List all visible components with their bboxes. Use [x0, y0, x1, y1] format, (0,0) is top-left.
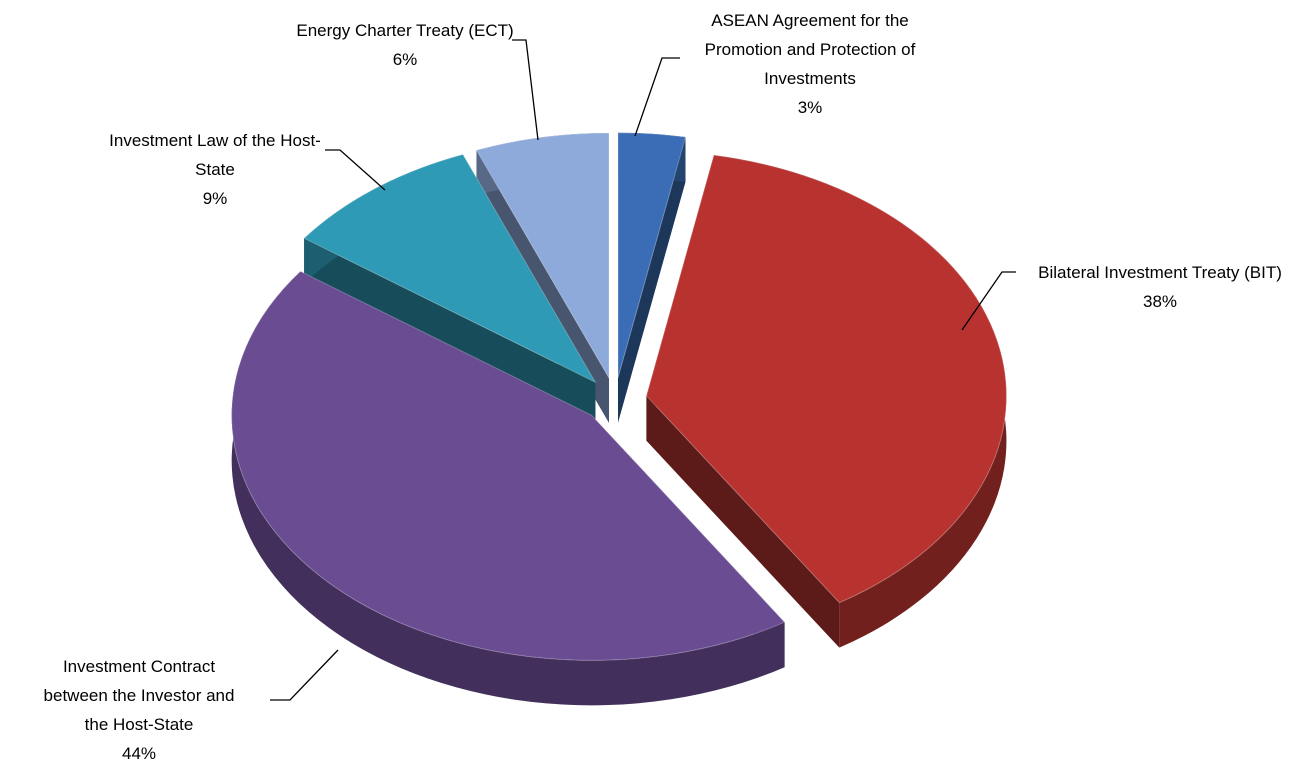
slice-side [646, 395, 840, 648]
leader-line [961, 271, 1016, 331]
slice [475, 132, 610, 380]
slice-side [304, 238, 596, 428]
category-label: Bilateral Investment Treaty (BIT) [1038, 263, 1282, 282]
slice [617, 132, 687, 378]
slice-label: Bilateral Investment Treaty (BIT) 38% [1020, 258, 1300, 316]
value-label: 6% [392, 50, 418, 69]
value-label: 3% [797, 98, 823, 117]
slices [231, 132, 1007, 706]
leader-line [270, 649, 339, 701]
leader-line [325, 149, 386, 191]
slice [231, 270, 786, 661]
value-label: 38% [1142, 292, 1178, 311]
category-label: ASEAN Agreement for the Promotion and Pr… [704, 11, 916, 88]
slice [645, 154, 1007, 604]
category-label: Investment Contract between the Investor… [43, 657, 235, 734]
slice-label: Energy Charter Treaty (ECT) 6% [290, 16, 520, 74]
slice-label: Investment Contract between the Investor… [30, 652, 248, 768]
category-label: Investment Law of the Host-State [109, 131, 321, 179]
slice-label: ASEAN Agreement for the Promotion and Pr… [685, 6, 935, 122]
value-label: 9% [202, 189, 228, 208]
leader-line [634, 57, 680, 137]
slice [303, 153, 597, 384]
category-label: Energy Charter Treaty (ECT) [296, 21, 514, 40]
leader-line [512, 39, 539, 141]
slice-side [618, 137, 686, 423]
slice-label: Investment Law of the Host-State 9% [100, 126, 330, 213]
value-label: 44% [121, 744, 157, 763]
